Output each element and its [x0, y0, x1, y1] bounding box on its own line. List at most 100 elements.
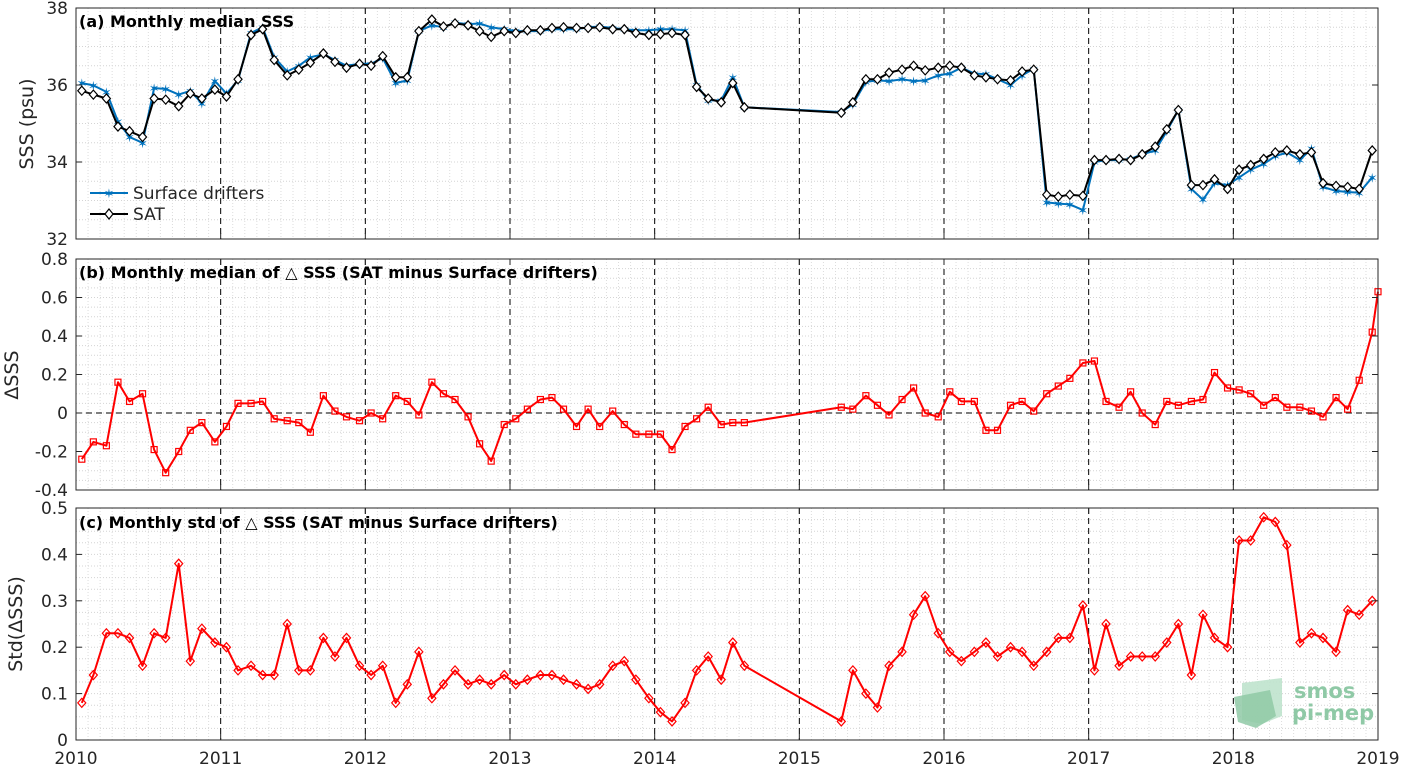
legend-label-surface-drifters: Surface drifters: [133, 184, 264, 204]
data-point-square: [536, 395, 544, 404]
panel-a-median-sss: ✶✶✶✶✶✶✶✶✶✶✶✶✶✶✶✶✶✶✶✶✶✶✶✶✶✶✶✶✶✶✶✶✶✶✶✶✶✶✶✶…: [16, 0, 1379, 250]
x-tick-label: 2014: [633, 749, 676, 768]
data-point-diamond: [981, 71, 991, 83]
data-point-diamond: [969, 69, 980, 81]
data-point-square: [1307, 407, 1316, 415]
data-point-diamond: [703, 93, 713, 104]
data-point-diamond: [113, 627, 123, 639]
data-point-diamond: [185, 655, 196, 667]
data-point-square: [620, 420, 628, 429]
data-point-diamond: [341, 62, 352, 74]
data-point-diamond: [558, 21, 569, 33]
data-point-diamond: [703, 651, 713, 662]
data-point-square: [849, 405, 857, 413]
data-point-diamond: [944, 646, 955, 658]
data-point-square: [656, 430, 665, 438]
data-point-diamond: [1053, 632, 1064, 644]
data-point-diamond: [257, 23, 268, 35]
data-point-square: [693, 415, 701, 423]
data-point-square: [125, 397, 134, 406]
data-point-star: ✶: [474, 17, 485, 32]
y-tick-label: -0.2: [35, 443, 68, 463]
data-point-square: [1368, 328, 1376, 336]
data-point-square: [1199, 395, 1207, 404]
data-point-diamond: [933, 627, 944, 639]
data-point-square: [114, 378, 122, 386]
data-point-diamond: [739, 101, 750, 113]
data-point-square: [609, 407, 617, 415]
logo-shape-front: [1234, 690, 1276, 728]
y-tick-label: 34: [46, 153, 68, 173]
legend-label-sat: SAT: [133, 205, 165, 225]
data-point-diamond: [173, 100, 184, 112]
x-tick-label: 2011: [199, 749, 242, 768]
data-point-square: [1223, 384, 1232, 392]
data-point-diamond: [1222, 183, 1233, 195]
data-point-diamond: [594, 21, 605, 33]
data-point-diamond: [257, 669, 268, 681]
data-point-diamond: [1270, 146, 1281, 158]
data-point-square: [559, 405, 568, 413]
data-point-diamond: [836, 107, 847, 119]
data-point-square: [993, 426, 1002, 434]
data-point-diamond: [619, 655, 630, 667]
data-point-diamond: [1186, 179, 1197, 191]
data-point-diamond: [1017, 646, 1027, 658]
y-tick-label: 0: [57, 731, 68, 751]
data-point-square: [500, 420, 508, 429]
data-point-diamond: [330, 651, 340, 662]
data-point-square: [283, 417, 291, 425]
data-point-square: [1102, 397, 1110, 406]
data-point-diamond: [1161, 123, 1172, 135]
data-point-diamond: [836, 716, 847, 727]
data-point-diamond: [221, 641, 232, 653]
data-point-diamond: [185, 88, 196, 99]
data-point-diamond: [233, 664, 243, 676]
panel-b-y-ticks: -0.4 -0.2 0 0.2 0.4 0.6 0.8: [35, 250, 1378, 501]
data-point-diamond: [956, 655, 967, 667]
data-point-square: [681, 422, 689, 431]
data-point-diamond: [908, 609, 919, 621]
data-point-square: [1260, 401, 1268, 409]
data-point-diamond: [861, 73, 871, 85]
panel-a-title: (a) Monthly median SSS: [79, 12, 294, 31]
data-point-square: [379, 415, 387, 423]
data-point-square: [342, 413, 351, 421]
data-point-diamond: [1150, 141, 1161, 153]
panel-c-y-label: Std(ΔSSS): [5, 576, 27, 672]
data-point-diamond: [644, 692, 654, 704]
panel-c-std-delta-sss: 0 0.1 0.2 0.3 0.4 0.5 (c) Monthly std of △ SS…: [5, 499, 1379, 751]
panel-b-title: (b) Monthly median of △ SSS (SAT minus S…: [79, 263, 598, 282]
data-point-diamond: [1125, 154, 1136, 166]
data-point-square: [464, 413, 472, 421]
data-point-square: [512, 415, 520, 423]
data-point-diamond: [499, 25, 510, 37]
data-point-star: ✶: [1367, 171, 1378, 186]
data-point-star: ✶: [426, 19, 437, 34]
data-point-diamond: [377, 50, 388, 62]
data-point-square: [862, 392, 870, 400]
data-point-diamond: [1137, 148, 1147, 160]
data-point-square: [150, 445, 158, 454]
data-point-square: [837, 403, 845, 411]
data-point-star: ✶: [1041, 196, 1052, 211]
data-point-square: [957, 397, 965, 406]
data-point-diamond: [981, 637, 991, 648]
data-point-diamond: [221, 91, 232, 102]
data-point-square: [704, 403, 712, 411]
data-point-star: ✶: [1258, 158, 1269, 173]
data-point-diamond: [1198, 179, 1208, 191]
data-point-diamond: [691, 81, 702, 93]
legend: ✶ Surface drifters SAT: [90, 184, 264, 225]
data-point-diamond: [486, 31, 496, 43]
panel-c-series: [76, 511, 1378, 727]
data-point-square: [584, 405, 592, 413]
logo-text-line2: pi-mep: [1292, 701, 1374, 725]
data-point-diamond: [1318, 632, 1328, 644]
data-point-diamond: [969, 646, 980, 658]
data-point-square: [211, 438, 219, 446]
data-point-diamond: [474, 674, 485, 686]
data-point-diamond: [390, 71, 401, 83]
panel-b-y-label: ΔSSS: [1, 350, 23, 399]
data-point-diamond: [330, 56, 340, 68]
